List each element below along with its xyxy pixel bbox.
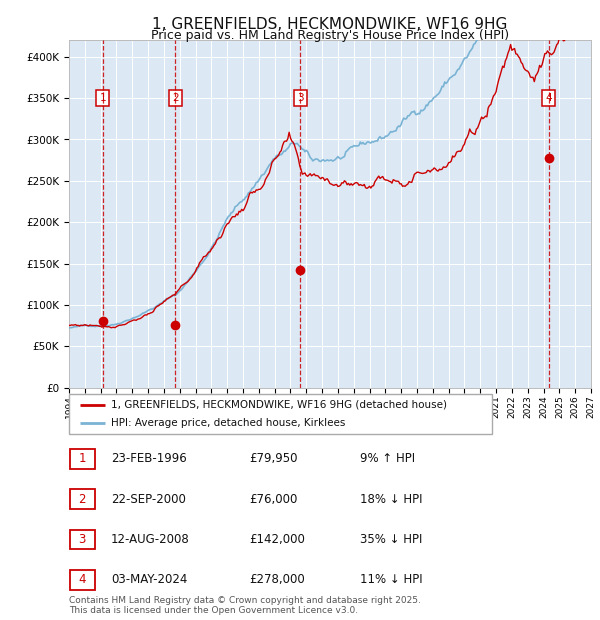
Text: 1: 1: [100, 93, 106, 103]
Text: 23-FEB-1996: 23-FEB-1996: [111, 453, 187, 465]
Text: 03-MAY-2024: 03-MAY-2024: [111, 574, 187, 586]
Text: 2: 2: [79, 493, 86, 505]
Text: 4: 4: [545, 93, 552, 103]
Text: 3: 3: [297, 93, 304, 103]
Text: 1: 1: [79, 453, 86, 465]
Text: £76,000: £76,000: [249, 493, 298, 505]
Text: 9% ↑ HPI: 9% ↑ HPI: [360, 453, 415, 465]
Text: 4: 4: [79, 574, 86, 586]
Text: 2: 2: [172, 93, 179, 103]
Text: HPI: Average price, detached house, Kirklees: HPI: Average price, detached house, Kirk…: [112, 418, 346, 428]
Text: £79,950: £79,950: [249, 453, 298, 465]
Text: 1, GREENFIELDS, HECKMONDWIKE, WF16 9HG: 1, GREENFIELDS, HECKMONDWIKE, WF16 9HG: [152, 17, 508, 32]
Text: 3: 3: [79, 533, 86, 546]
Text: Price paid vs. HM Land Registry's House Price Index (HPI): Price paid vs. HM Land Registry's House …: [151, 29, 509, 42]
Text: 11% ↓ HPI: 11% ↓ HPI: [360, 574, 422, 586]
Text: 1, GREENFIELDS, HECKMONDWIKE, WF16 9HG (detached house): 1, GREENFIELDS, HECKMONDWIKE, WF16 9HG (…: [112, 399, 448, 410]
Text: 35% ↓ HPI: 35% ↓ HPI: [360, 533, 422, 546]
Text: £278,000: £278,000: [249, 574, 305, 586]
Text: 22-SEP-2000: 22-SEP-2000: [111, 493, 186, 505]
Text: Contains HM Land Registry data © Crown copyright and database right 2025.
This d: Contains HM Land Registry data © Crown c…: [69, 596, 421, 615]
Text: 12-AUG-2008: 12-AUG-2008: [111, 533, 190, 546]
Text: 18% ↓ HPI: 18% ↓ HPI: [360, 493, 422, 505]
Text: £142,000: £142,000: [249, 533, 305, 546]
